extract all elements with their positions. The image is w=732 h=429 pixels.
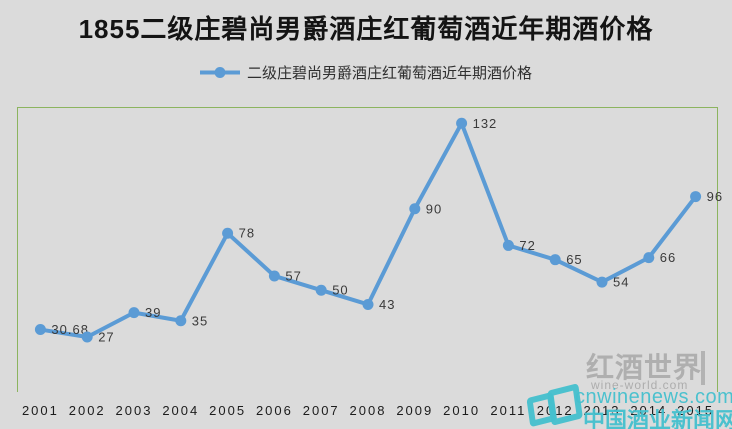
legend-line-marker-icon [199,67,240,78]
watermark-wine-world-url: wine-world.com [591,378,689,392]
watermark-cnwinenews-url: cnwinenews.com [575,386,732,408]
watermark-wine-world: 红酒世界 [586,352,703,383]
x-axis-label: 2007 [303,403,340,418]
page-title: 1855二级庄碧尚男爵酒庄红葡萄酒近年期酒价格 [78,14,654,44]
x-axis-label: 2009 [396,403,433,418]
x-axis-label: 2006 [256,403,293,418]
watermark-cnwinenews-name: 中国酒业新闻网 [583,408,732,429]
x-axis-label: 2010 [443,403,480,418]
x-axis-label: 2008 [350,403,387,418]
x-axis-label: 2001 [22,403,59,418]
x-axis-label: 2004 [162,403,199,418]
chart-plot-area [17,107,718,392]
chart-legend: 二级庄碧尚男爵酒庄红葡萄酒近年期酒价格 [0,62,732,83]
legend-label: 二级庄碧尚男爵酒庄红葡萄酒近年期酒价格 [246,65,532,82]
x-axis-label: 2002 [69,403,106,418]
x-axis-label: 2003 [116,403,153,418]
x-axis-label: 2011 [490,403,526,418]
x-axis-label: 2005 [209,403,246,418]
watermark-divider-bar [701,351,705,385]
